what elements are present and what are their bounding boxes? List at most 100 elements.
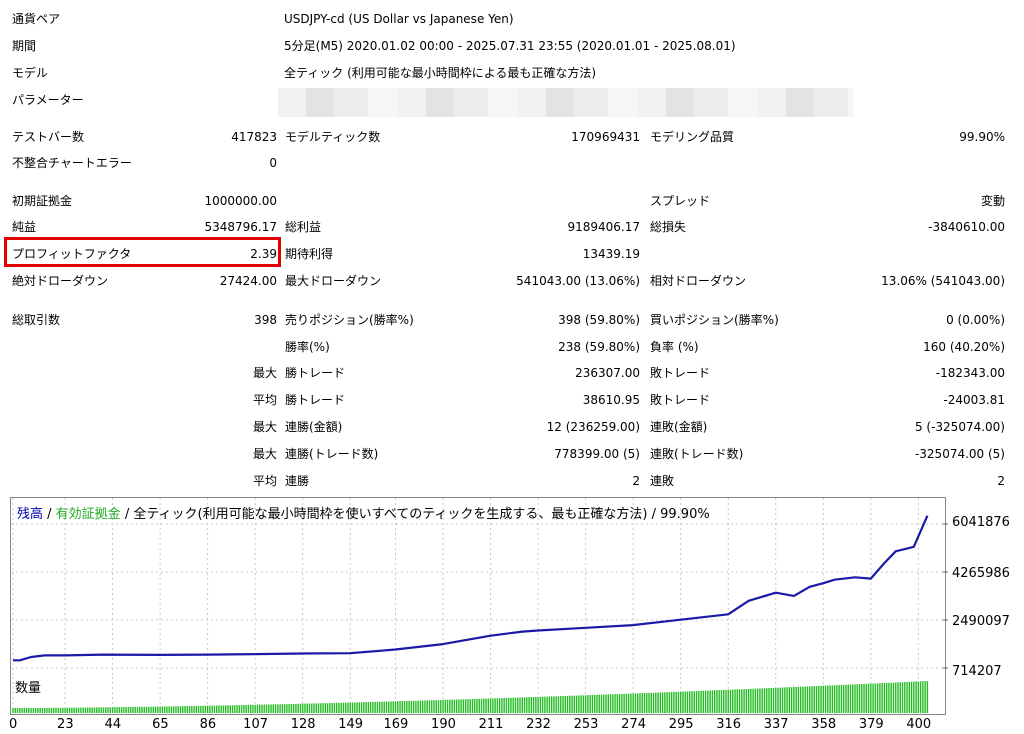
avg-loss-value: -24003.81 <box>943 393 1005 407</box>
mismatch-value: 0 <box>269 156 277 170</box>
model-ticks-label: モデルティック数 <box>285 130 381 144</box>
avg-prefix-2: 平均 <box>252 474 277 488</box>
avg-consec-loss-value: 2 <box>997 474 1005 488</box>
x-tick-label: 400 <box>906 717 932 732</box>
short-positions-value: 398 (59.80%) <box>558 313 640 327</box>
symbol-label: 通貨ペア <box>12 12 61 26</box>
loss-rate-label: 負率 (%) <box>650 340 699 354</box>
model-label: モデル <box>12 66 49 80</box>
consec-loss-amount-label: 連敗(金額) <box>650 420 708 434</box>
spread-value: 変動 <box>980 194 1005 208</box>
mismatch-label: 不整合チャートエラー <box>12 156 132 170</box>
parameters-blurred-value <box>278 88 854 117</box>
balance-line <box>13 515 929 662</box>
test-bars-value: 417823 <box>231 130 277 144</box>
long-positions-label: 買いポジション(勝率%) <box>650 313 779 327</box>
profit-factor-label: プロフィットファクタ <box>12 247 132 261</box>
x-tick-label: 232 <box>526 717 551 732</box>
y-tick-label: 714207 <box>952 664 1002 679</box>
win-rate-value: 238 (59.80%) <box>558 340 640 354</box>
largest-win-label: 勝トレード <box>285 366 346 380</box>
period-value: 5分足(M5) 2020.01.02 00:00 - 2025.07.31 23… <box>284 39 736 53</box>
avg-consec-win-label: 連勝 <box>285 474 310 488</box>
long-positions-value: 0 (0.00%) <box>946 313 1005 327</box>
consec-win-count-value: 778399.00 (5) <box>554 447 640 461</box>
symbol-value: USDJPY-cd (US Dollar vs Japanese Yen) <box>284 12 514 26</box>
y-tick-label: 4265986 <box>952 566 1010 581</box>
total-trades-value: 398 <box>254 313 277 327</box>
legend-description: / 全ティック(利用可能な最小時間枠を使いすべてのティックを生成する、最も正確な… <box>120 507 710 522</box>
short-positions-label: 売りポジション(勝率%) <box>285 313 414 327</box>
max-prefix-3: 最大 <box>252 447 277 461</box>
largest-loss-label: 敗トレード <box>650 366 711 380</box>
max-prefix-1: 最大 <box>252 366 277 380</box>
legend-balance: 残高 <box>17 507 44 522</box>
profit-factor-value: 2.39 <box>250 247 277 261</box>
x-tick-label: 190 <box>431 717 456 732</box>
spread-label: スプレッド <box>650 194 711 208</box>
x-tick-label: 316 <box>716 717 742 732</box>
gross-profit-value: 9189406.17 <box>567 220 640 234</box>
consec-loss-count-label: 連敗(トレード数) <box>650 447 744 461</box>
net-profit-label: 純益 <box>12 220 37 234</box>
max-drawdown-label: 最大ドローダウン <box>285 274 382 288</box>
consec-win-amount-value: 12 (236259.00) <box>546 420 640 434</box>
largest-win-value: 236307.00 <box>575 366 640 380</box>
max-prefix-2: 最大 <box>252 420 277 434</box>
avg-win-value: 38610.95 <box>582 393 640 407</box>
max-drawdown-value: 541043.00 (13.06%) <box>516 274 640 288</box>
initial-deposit-label: 初期証拠金 <box>12 194 73 208</box>
expected-payoff-label: 期待利得 <box>285 247 334 261</box>
win-rate-label: 勝率(%) <box>285 340 330 354</box>
x-tick-label: 86 <box>199 717 217 732</box>
rel-drawdown-value: 13.06% (541043.00) <box>881 274 1005 288</box>
y-tick-label: 2490097 <box>952 614 1010 629</box>
avg-win-label: 勝トレード <box>285 393 346 407</box>
loss-rate-value: 160 (40.20%) <box>923 340 1005 354</box>
model-value: 全ティック (利用可能な最小時間枠による最も正確な方法) <box>284 66 597 80</box>
avg-prefix-1: 平均 <box>252 393 277 407</box>
x-tick-label: 211 <box>478 717 504 732</box>
period-label: 期間 <box>12 39 37 53</box>
x-tick-label: 253 <box>573 717 599 732</box>
x-tick-label: 107 <box>243 717 268 732</box>
avg-consec-win-value: 2 <box>632 474 640 488</box>
abs-drawdown-label: 絶対ドローダウン <box>12 274 109 288</box>
expected-payoff-value: 13439.19 <box>582 247 640 261</box>
net-profit-value: 5348796.17 <box>204 220 277 234</box>
avg-loss-label: 敗トレード <box>650 393 711 407</box>
x-tick-label: 149 <box>338 717 364 732</box>
x-tick-label: 128 <box>290 717 316 732</box>
legend-separator: / <box>43 507 56 522</box>
abs-drawdown-value: 27424.00 <box>219 274 277 288</box>
modeling-quality-value: 99.90% <box>959 130 1005 144</box>
x-tick-label: 0 <box>9 717 18 732</box>
profit-factor-highlight <box>4 237 281 267</box>
model-ticks-value: 170969431 <box>571 130 640 144</box>
consec-loss-amount-value: 5 (-325074.00) <box>914 420 1005 434</box>
avg-consec-loss-label: 連敗 <box>650 474 675 488</box>
test-bars-label: テストバー数 <box>12 130 85 144</box>
x-tick-label: 358 <box>811 717 837 732</box>
total-trades-label: 総取引数 <box>12 313 61 327</box>
volume-label: 数量 <box>15 681 42 696</box>
x-tick-label: 274 <box>621 717 646 732</box>
largest-loss-value: -182343.00 <box>935 366 1005 380</box>
x-tick-label: 44 <box>104 717 122 732</box>
x-tick-label: 379 <box>858 717 884 732</box>
rel-drawdown-label: 相対ドローダウン <box>650 274 747 288</box>
y-tick-label: 6041876 <box>952 515 1010 530</box>
legend-equity: 有効証拠金 <box>55 507 121 522</box>
x-tick-label: 337 <box>763 717 789 732</box>
x-tick-label: 169 <box>383 717 409 732</box>
x-tick-label: 295 <box>668 717 694 732</box>
parameters-label: パラメーター <box>12 93 84 107</box>
gross-loss-value: -3840610.00 <box>928 220 1005 234</box>
gross-loss-label: 総損失 <box>650 220 687 234</box>
chart-legend: 残高 / 有効証拠金 / 全ティック(利用可能な最小時間枠を使いすべてのティック… <box>17 503 710 522</box>
modeling-quality-label: モデリング品質 <box>650 130 735 144</box>
x-tick-label: 23 <box>57 717 74 732</box>
initial-deposit-value: 1000000.00 <box>204 194 277 208</box>
consec-win-count-label: 連勝(トレード数) <box>285 447 379 461</box>
